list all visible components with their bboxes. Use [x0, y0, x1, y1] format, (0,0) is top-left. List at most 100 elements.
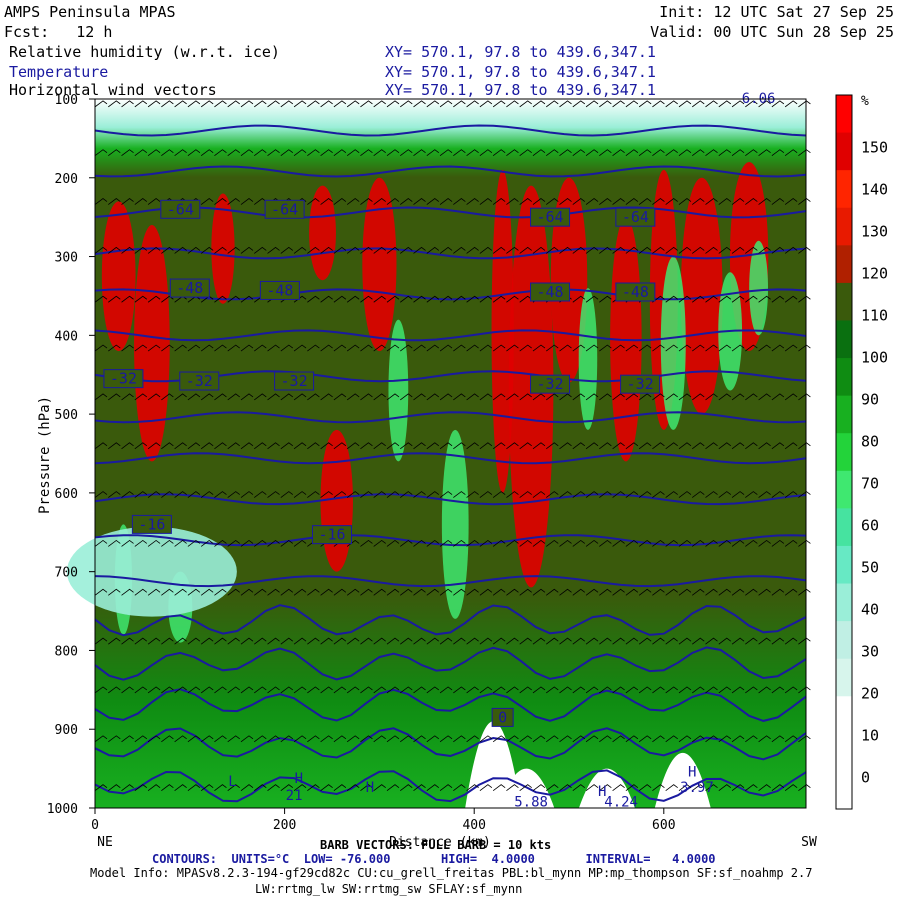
wind-barb: [758, 686, 771, 694]
wind-barb: [360, 588, 373, 596]
wind-barb: [731, 393, 745, 401]
wind-barb: [585, 344, 599, 352]
wind-barb: [147, 784, 161, 791]
wind-barb: [134, 198, 148, 205]
wind-barb: [784, 295, 798, 303]
wind-barb: [546, 149, 559, 157]
wind-barb: [692, 198, 705, 205]
field-extreme-label: 21: [286, 788, 303, 804]
wind-barb: [346, 539, 360, 547]
wind-barb: [612, 539, 625, 547]
wind-barb: [307, 491, 320, 498]
wind-barb: [585, 539, 599, 547]
wind-barb: [652, 588, 665, 596]
wind-barb: [121, 588, 134, 596]
wind-barb: [161, 442, 174, 450]
wind-barb: [426, 637, 440, 645]
wind-barb: [652, 735, 665, 743]
contour-label: -48: [266, 281, 293, 299]
wind-barb: [718, 149, 732, 157]
wind-barb: [612, 393, 625, 401]
wind-barb: [665, 637, 678, 645]
wind-barb: [466, 784, 479, 791]
wind-barb: [240, 491, 254, 498]
x-left-label: NE: [97, 835, 113, 850]
wind-barb: [121, 784, 134, 791]
wind-barb: [731, 491, 745, 498]
wind-barb: [665, 100, 678, 108]
wind-barb: [705, 344, 718, 352]
wind-barb: [254, 491, 267, 498]
wind-barb: [147, 344, 161, 352]
wind-barb: [692, 686, 705, 694]
wind-barb: [108, 100, 121, 108]
colorbar-label: 150: [861, 139, 888, 157]
wind-barb: [572, 295, 586, 303]
temperature-contour: [94, 534, 807, 547]
wind-barb: [94, 295, 108, 303]
wind-barb: [771, 344, 785, 352]
wind-barb: [665, 735, 678, 743]
colorbar-label: 100: [861, 349, 888, 367]
wind-barb: [745, 246, 758, 254]
wind-barb: [267, 588, 280, 596]
wind-barb: [439, 149, 453, 157]
wind-barb: [784, 539, 798, 547]
temperature-contour: [94, 288, 807, 301]
wind-barb: [320, 784, 333, 791]
wind-barb: [320, 442, 333, 450]
wind-barb: [320, 246, 333, 254]
wind-barb: [134, 149, 148, 157]
wind-barb: [705, 784, 718, 791]
wind-barb: [506, 100, 519, 108]
wind-barb: [94, 539, 108, 547]
init-time: Init: 12 UTC Sat 27 Sep 25: [659, 3, 894, 21]
wind-barb: [492, 149, 506, 157]
wind-barb: [638, 442, 652, 450]
wind-barb: [678, 491, 692, 498]
x-tick-label: 600: [652, 818, 675, 833]
wind-barb: [758, 149, 771, 157]
contours-note: CONTOURS: UNITS=°C LOW= -76.000 HIGH= 4.…: [152, 852, 716, 866]
wind-barb: [280, 588, 294, 596]
wind-barb: [307, 686, 320, 694]
valid-time: Valid: 00 UTC Sun 28 Sep 25: [650, 23, 894, 41]
wind-barb: [678, 393, 692, 401]
wind-barb: [466, 588, 479, 596]
wind-barb: [718, 588, 732, 596]
wind-barb: [280, 344, 294, 352]
wind-barb: [718, 686, 732, 694]
wind-barb: [692, 149, 705, 157]
wind-barb: [625, 442, 639, 450]
contour-label: -32: [627, 375, 654, 393]
wind-barb: [546, 491, 559, 498]
wind-barb: [506, 246, 519, 254]
wind-barb: [506, 686, 519, 694]
wind-barb: [413, 344, 426, 352]
field-extreme-label: H: [688, 764, 696, 780]
wind-barb: [214, 637, 227, 645]
wind-barb: [227, 344, 240, 352]
wind-barb: [293, 100, 307, 108]
wind-barb: [492, 784, 506, 791]
contour-label: -64: [271, 200, 298, 218]
wind-barb: [386, 784, 400, 791]
wind-barb: [134, 442, 148, 450]
y-tick-label: 700: [55, 566, 78, 581]
wind-barb: [546, 588, 559, 596]
wind-barb: [346, 344, 360, 352]
wind-barb: [400, 686, 413, 694]
model-info: Model Info: MPASv8.2.3-194-gf29cd82c CU:…: [90, 866, 813, 880]
wind-barb: [546, 539, 559, 547]
wind-barb: [506, 637, 519, 645]
wind-barb: [479, 100, 493, 108]
wind-barb: [94, 686, 108, 694]
wind-barb: [519, 246, 532, 254]
colorbar-label: 140: [861, 181, 888, 199]
wind-barb: [559, 246, 572, 254]
wind-barb: [373, 149, 386, 157]
wind-barb: [413, 637, 426, 645]
wind-barb: [466, 442, 479, 450]
wind-barb: [479, 491, 493, 498]
